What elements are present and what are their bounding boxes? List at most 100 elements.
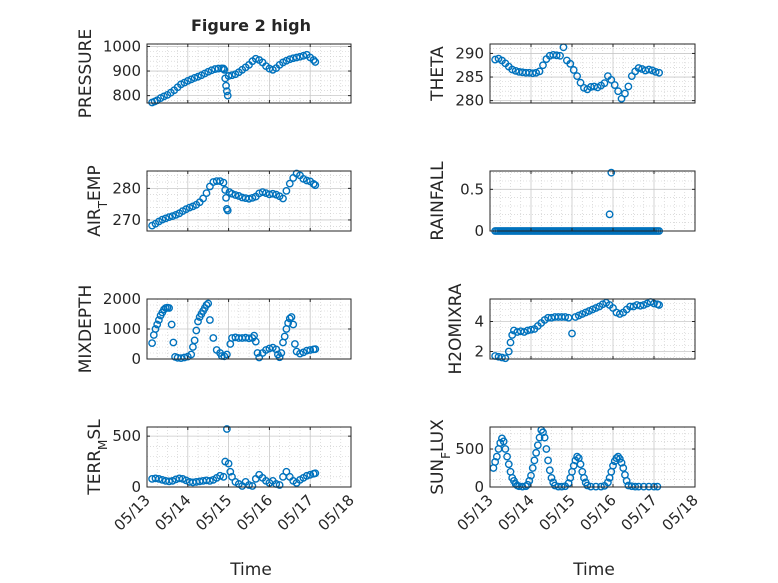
data-point	[222, 193, 230, 202]
data-point	[258, 188, 267, 197]
data-point	[494, 352, 503, 361]
data-point	[209, 334, 218, 342]
data-point	[614, 87, 623, 96]
data-point	[523, 326, 532, 335]
data-point	[615, 454, 624, 463]
data-point	[187, 350, 196, 359]
data-point	[161, 214, 170, 223]
subplot-rainfall: 0 0.5 RAINFALL	[428, 161, 696, 241]
data-point	[621, 89, 629, 98]
data-point	[207, 66, 216, 75]
data-point	[521, 482, 530, 491]
data-point	[296, 349, 304, 358]
data-point	[204, 299, 213, 308]
data-point	[219, 472, 228, 481]
data-point	[622, 477, 631, 485]
data-point	[309, 180, 318, 188]
data-point	[576, 460, 585, 469]
data-point	[169, 338, 178, 347]
y-tick-label: 280	[112, 179, 141, 197]
data-point	[547, 473, 556, 482]
data-point	[498, 353, 506, 362]
data-point	[285, 55, 294, 64]
data-point	[284, 319, 292, 327]
axes-box	[146, 426, 352, 488]
data-point	[311, 181, 320, 190]
data-point	[216, 471, 225, 480]
y-tick-label: 285	[455, 68, 484, 86]
data-point	[190, 74, 199, 82]
y-tick-label: 4	[474, 313, 484, 331]
data-point	[624, 82, 633, 91]
data-point	[569, 66, 578, 74]
data-point	[506, 338, 515, 347]
data-point	[153, 320, 162, 329]
data-point	[282, 186, 291, 195]
data-point	[222, 425, 231, 433]
data-point	[205, 476, 214, 485]
data-point	[532, 448, 541, 457]
data-point	[205, 316, 214, 324]
y-tick-label: 1000	[103, 320, 141, 338]
subplot-mixdepth: 0 1000 2000 MIXDEPTH	[76, 285, 352, 373]
y-tick-label: 0	[474, 478, 484, 496]
data-point	[503, 452, 511, 461]
data-point	[610, 81, 619, 89]
data-point	[528, 464, 537, 472]
y-tick-label: 800	[112, 87, 141, 105]
data-point	[583, 481, 592, 490]
data-point	[221, 186, 230, 194]
data-point	[224, 72, 233, 80]
data-point	[223, 91, 232, 100]
y-tick-label: 900	[112, 62, 141, 80]
data-point	[561, 313, 570, 321]
axes-box	[489, 298, 696, 360]
y-axis-label: SUNFLUX	[428, 419, 453, 495]
data-point	[199, 194, 208, 203]
data-point	[527, 471, 535, 480]
data-point	[306, 470, 315, 479]
data-point	[636, 301, 645, 310]
data-point	[290, 340, 299, 348]
data-point	[219, 178, 228, 187]
data-point	[245, 194, 253, 203]
y-tick-label: 500	[112, 427, 141, 445]
data-point	[311, 469, 320, 478]
data-point	[223, 206, 232, 215]
data-point	[275, 481, 284, 489]
data-point	[158, 475, 167, 484]
data-point	[544, 456, 552, 465]
subplot-theta: 280 285 290 THETA	[428, 43, 696, 110]
data-point	[609, 461, 617, 470]
data-point	[607, 75, 616, 84]
data-point	[248, 482, 257, 490]
data-point	[605, 210, 614, 219]
data-point	[158, 215, 167, 224]
data-point	[175, 474, 184, 483]
data-point	[167, 320, 176, 329]
data-point	[655, 68, 664, 77]
data-point	[251, 337, 260, 346]
data-point	[492, 452, 501, 461]
data-point	[224, 459, 233, 468]
data-point	[573, 72, 582, 81]
data-point	[222, 87, 231, 96]
data-point	[600, 79, 609, 88]
data-point	[556, 51, 564, 60]
y-tick-label: 0	[131, 478, 141, 496]
data-point	[302, 471, 311, 480]
y-axis-label: AIRTEMP	[85, 165, 110, 236]
y-axis-label: TERRMSL	[85, 419, 110, 496]
axes-box	[146, 170, 352, 232]
data-point	[280, 332, 289, 341]
data-point	[501, 445, 510, 453]
y-tick-label: 290	[455, 44, 484, 62]
data-point	[222, 350, 231, 359]
data-point	[285, 314, 294, 323]
data-point	[302, 176, 311, 185]
data-point	[165, 213, 174, 222]
data-point	[268, 189, 277, 198]
data-point	[655, 301, 664, 309]
data-point	[634, 64, 643, 72]
y-axis-label: RAINFALL	[428, 161, 448, 241]
